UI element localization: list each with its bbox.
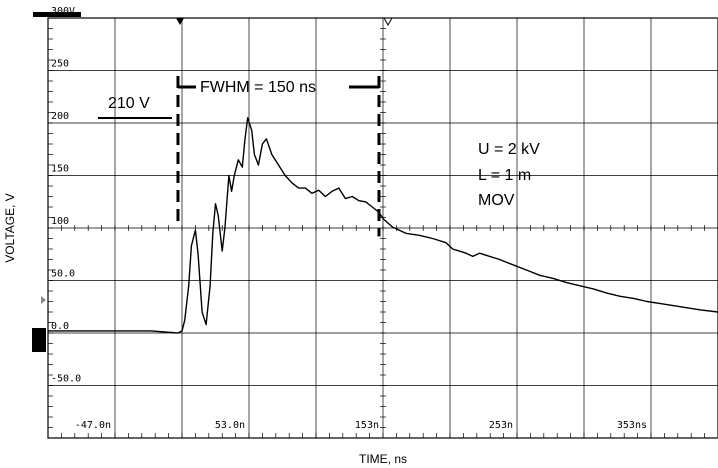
y-tick-label: 300V <box>51 6 75 17</box>
cursor-marker <box>383 17 393 27</box>
trigger-marker <box>176 18 184 25</box>
x-tick-label: 153n <box>355 420 379 431</box>
y-tick-label: 200 <box>51 111 69 122</box>
y-tick-label: 250 <box>51 59 69 70</box>
grid <box>47 17 718 439</box>
x-tick-label: 353ns <box>617 420 647 431</box>
y-tick-labels: 300V 250 200 150 100 50.0 0.0 -50.0 <box>51 6 81 385</box>
param-voltage: U = 2 kV <box>478 141 540 158</box>
level-label: 210 V <box>108 95 150 112</box>
y-tick-label: 50.0 <box>51 269 75 280</box>
y-axis-title: VOLTAGE, V <box>3 193 17 263</box>
voltage-trace <box>48 117 718 334</box>
param-device: MOV <box>478 192 515 209</box>
fwhm-label: FWHM = 150 ns <box>200 79 316 96</box>
top-marker-bar <box>33 12 81 17</box>
ground-reference-marker <box>32 328 46 352</box>
fwhm-annotation <box>176 76 381 237</box>
y-tick-label: 0.0 <box>51 321 69 332</box>
level-marker <box>41 296 46 304</box>
y-tick-label: 100 <box>51 216 69 227</box>
x-tick-label: 253n <box>489 420 513 431</box>
y-tick-label: -50.0 <box>51 374 81 385</box>
x-tick-label: -47.0n <box>75 420 111 431</box>
param-length: L = 1 m <box>478 167 531 184</box>
y-tick-label: 150 <box>51 164 69 175</box>
x-tick-label: 53.0n <box>215 420 245 431</box>
x-tick-labels: -47.0n 53.0n 153n 253n 353ns <box>75 420 647 431</box>
x-axis-title: TIME, ns <box>359 452 407 466</box>
